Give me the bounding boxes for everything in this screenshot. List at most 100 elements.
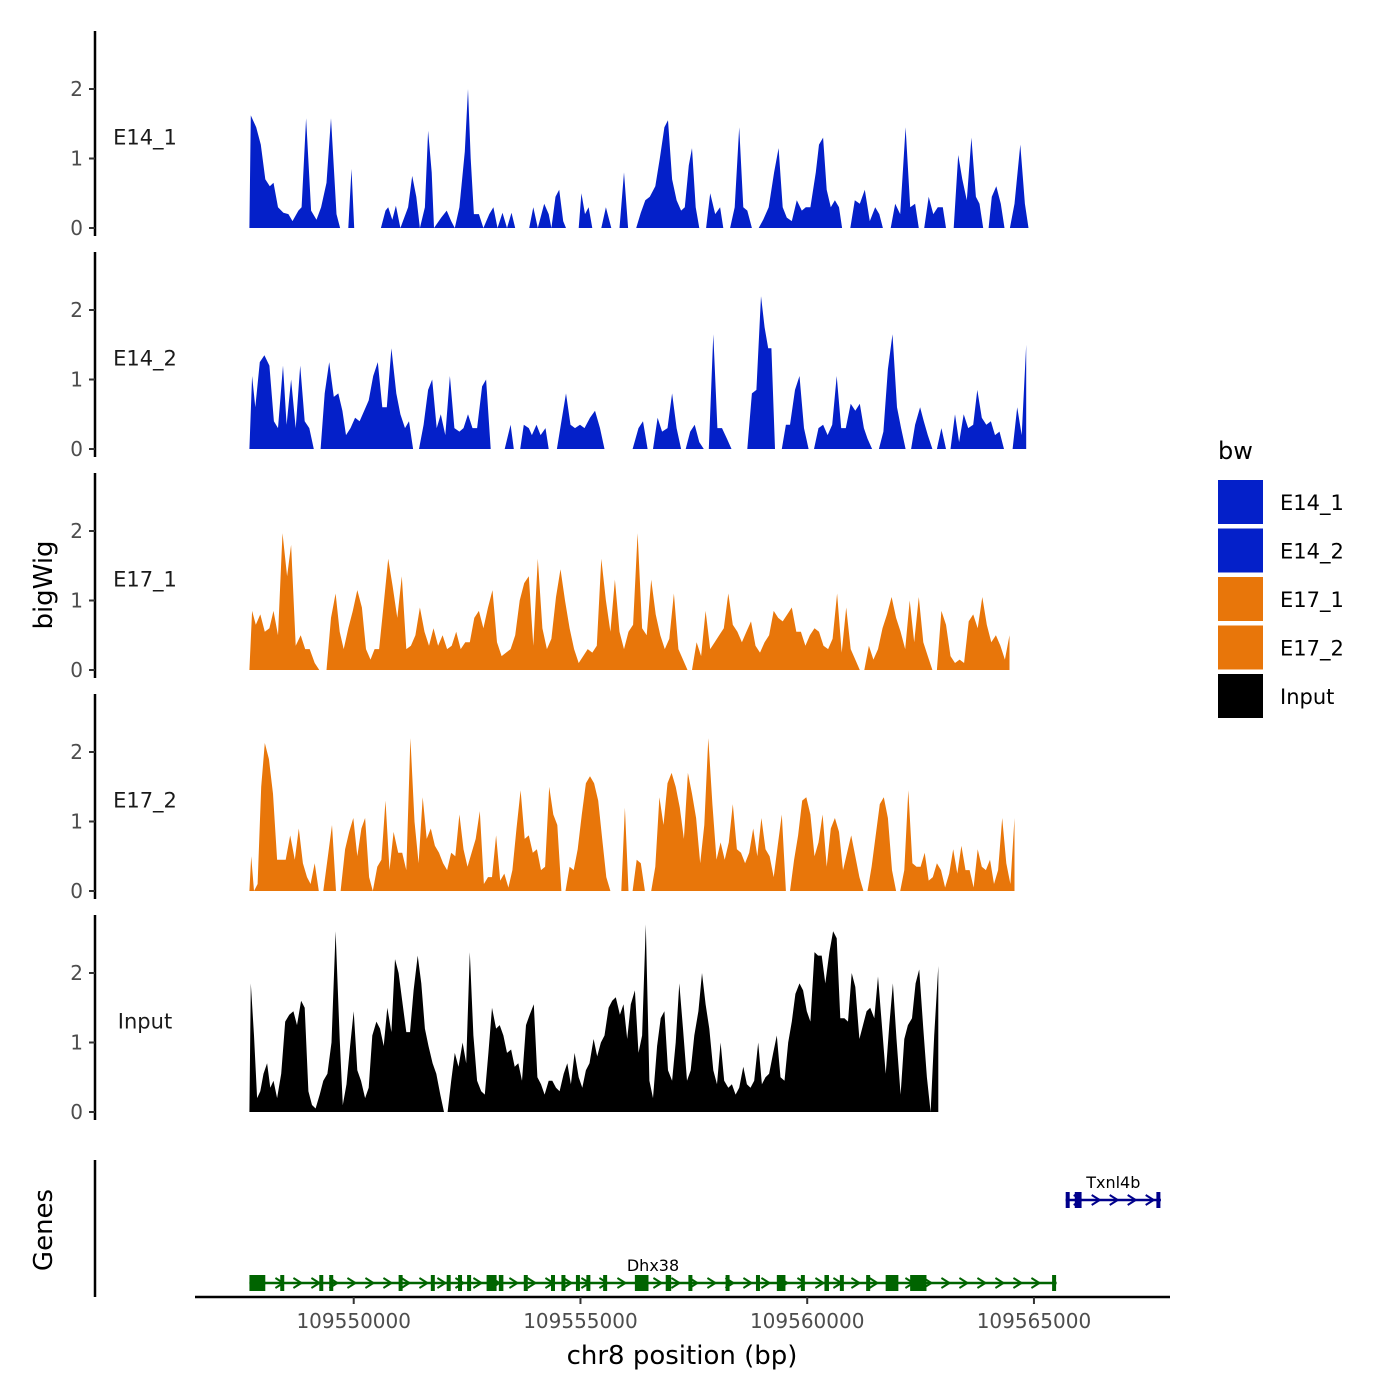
y-tick-label-e14-2-0: 0	[70, 437, 83, 461]
x-tick-label-109555000: 109555000	[523, 1309, 638, 1333]
strand-arrow-dhx38	[562, 1277, 574, 1289]
strand-arrow-dhx38	[994, 1277, 1006, 1289]
exon-dhx38-13	[550, 1275, 555, 1291]
exon-dhx38-22	[755, 1275, 760, 1291]
legend-swatch-e14-2	[1218, 528, 1263, 573]
y-tick-label-e14-2-2: 2	[70, 298, 83, 322]
y-tick-label-e17-2-0: 0	[70, 879, 83, 903]
strand-arrow-dhx38	[868, 1277, 880, 1289]
legend-swatch-input	[1218, 674, 1263, 718]
bigwig-tracks: 0 1 2 E14_1 0 1 2 E14_2 0 1 2 E17_1 0 1 2 E17_2 0 1 2 Input	[70, 31, 1029, 1124]
exon-dhx38-21	[725, 1275, 730, 1291]
strand-arrow-dhx38	[508, 1277, 520, 1289]
y-tick-label-e17-1-1: 1	[70, 589, 83, 613]
exon-dhx38-19	[665, 1275, 672, 1291]
exon-dhx38-9	[467, 1275, 472, 1291]
track-label-e14-2: E14_2	[113, 347, 177, 372]
strand-arrow-dhx38	[1030, 1277, 1042, 1289]
exon-dhx38-6	[430, 1275, 435, 1291]
strand-arrow-dhx38	[346, 1277, 358, 1289]
y-tick-label-e14-2-1: 1	[70, 368, 83, 392]
exon-txnl4b-3	[1156, 1192, 1161, 1208]
exon-dhx38-10	[486, 1275, 497, 1291]
strand-arrow-dhx38	[616, 1277, 628, 1289]
exon-dhx38-20	[688, 1275, 693, 1291]
exon-dhx38-23	[776, 1275, 786, 1291]
strand-arrow-dhx38	[382, 1277, 394, 1289]
strand-arrow-dhx38	[292, 1277, 304, 1289]
strand-arrow-dhx38	[706, 1277, 718, 1289]
gene-label-txnl4b: Txnl4b	[1085, 1173, 1140, 1192]
gene-label-dhx38: Dhx38	[627, 1256, 679, 1275]
strand-arrow-txnl4b	[1109, 1194, 1120, 1206]
exon-dhx38-12	[523, 1275, 528, 1291]
gene-txnl4b: Txnl4b	[1065, 1173, 1161, 1208]
y-axis-title: bigWig	[29, 540, 59, 629]
exon-txnl4b-1	[1065, 1192, 1070, 1208]
track-input: 0 1 2 Input	[70, 915, 939, 1124]
strand-arrow-dhx38	[760, 1277, 772, 1289]
strand-arrow-txnl4b	[1127, 1194, 1138, 1206]
exon-dhx38-25	[824, 1275, 829, 1291]
exon-dhx38-28	[885, 1275, 899, 1291]
track-e14-1: 0 1 2 E14_1	[70, 31, 1029, 240]
exon-dhx38-15	[575, 1275, 580, 1291]
track-label-e17-1: E17_1	[113, 568, 177, 593]
strand-arrow-dhx38	[472, 1277, 484, 1289]
exon-dhx38-24	[800, 1275, 805, 1291]
y-tick-label-input-2: 2	[70, 961, 83, 985]
strand-arrow-dhx38	[940, 1277, 952, 1289]
strand-arrow-txnl4b	[1091, 1194, 1102, 1206]
area-input	[249, 924, 939, 1112]
exon-dhx38-16	[586, 1275, 591, 1291]
exon-dhx38-14	[561, 1275, 566, 1291]
genes-axis-title: Genes	[29, 1189, 59, 1271]
strand-arrow-dhx38	[598, 1277, 610, 1289]
area-e17-1	[249, 533, 1010, 670]
exon-dhx38-17	[603, 1275, 608, 1291]
strand-arrow-dhx38	[958, 1277, 970, 1289]
x-tick-label-109565000: 109565000	[977, 1309, 1092, 1333]
track-e17-1: 0 1 2 E17_1	[70, 473, 1010, 682]
track-e17-2: 0 1 2 E17_2	[70, 694, 1015, 903]
gene-track: Dhx38 Txnl4b	[93, 1160, 1161, 1297]
area-e17-2	[249, 738, 1015, 891]
track-label-e17-2: E17_2	[113, 789, 177, 814]
legend-label-input: Input	[1280, 685, 1334, 709]
legend-title: bw	[1218, 437, 1253, 465]
legend-label-e17-1: E17_1	[1280, 588, 1344, 613]
gene-dhx38: Dhx38	[249, 1256, 1057, 1291]
exon-dhx38-4	[329, 1275, 334, 1291]
exon-dhx38-8	[458, 1275, 463, 1291]
strand-arrow-dhx38	[418, 1277, 430, 1289]
strand-arrow-dhx38	[670, 1277, 682, 1289]
legend-swatch-e17-2	[1218, 625, 1263, 670]
strand-arrow-dhx38	[364, 1277, 376, 1289]
y-tick-label-e17-2-2: 2	[70, 740, 83, 764]
strand-arrow-dhx38	[1012, 1277, 1024, 1289]
exon-dhx38-3	[319, 1275, 324, 1291]
exon-dhx38-1	[249, 1275, 266, 1291]
strand-arrow-dhx38	[742, 1277, 754, 1289]
exon-dhx38-2	[280, 1275, 285, 1291]
exon-dhx38-29	[910, 1275, 927, 1291]
exon-dhx38-11	[498, 1275, 504, 1291]
strand-arrow-dhx38	[400, 1277, 412, 1289]
legend-label-e14-2: E14_2	[1280, 540, 1344, 565]
strand-arrow-dhx38	[814, 1277, 826, 1289]
strand-arrow-dhx38	[436, 1277, 448, 1289]
exon-dhx38-26	[839, 1275, 844, 1291]
exon-dhx38-30	[1052, 1275, 1057, 1291]
strand-arrow-dhx38	[976, 1277, 988, 1289]
legend-label-e14-1: E14_1	[1280, 491, 1344, 516]
track-e14-2: 0 1 2 E14_2	[70, 252, 1027, 461]
strand-arrow-txnl4b	[1145, 1194, 1156, 1206]
area-e14-1	[249, 89, 1029, 228]
y-tick-label-e14-1-0: 0	[70, 216, 83, 240]
legend-swatch-e17-1	[1218, 577, 1263, 621]
x-tick-label-109550000: 109550000	[296, 1309, 411, 1333]
y-tick-label-e14-1-2: 2	[70, 77, 83, 101]
y-tick-label-e17-1-0: 0	[70, 658, 83, 682]
exon-dhx38-27	[866, 1275, 871, 1291]
